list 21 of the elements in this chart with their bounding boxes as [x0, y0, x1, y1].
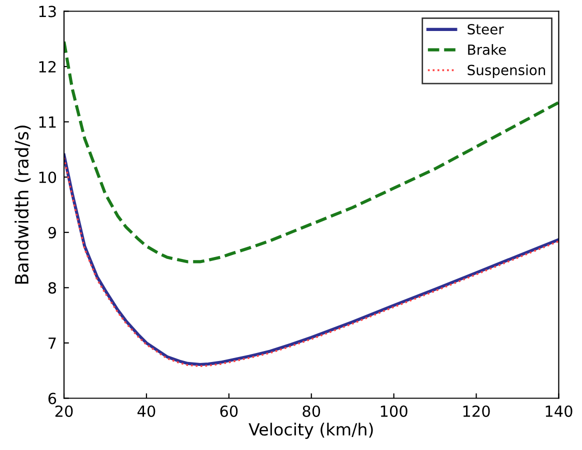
- x-tick-label: 80: [302, 405, 320, 418]
- x-tick-label: 100: [380, 405, 408, 418]
- y-tick-label: 7: [48, 338, 56, 349]
- y-axis-title: Bandwidth (rad/s): [14, 126, 31, 284]
- x-tick-label: 40: [137, 405, 156, 418]
- x-tick-label: 120: [463, 405, 490, 418]
- y-tick-label: 13: [39, 6, 56, 18]
- y-tick-label: 9: [48, 226, 56, 238]
- y-tick-label: 8: [48, 282, 56, 294]
- y-tick-label: 10: [39, 172, 56, 184]
- y-tick-label: 11: [39, 116, 56, 128]
- y-tick-label: 6: [48, 392, 56, 404]
- x-axis-title: Velocity (km/h): [248, 422, 373, 439]
- legend-label: Brake: [468, 44, 506, 55]
- y-tick-label: 12: [39, 61, 56, 72]
- x-tick-label: 20: [55, 405, 73, 418]
- line-series: [64, 40, 559, 264]
- x-tick-label: 60: [220, 405, 238, 418]
- legend-label: Suspension: [468, 64, 546, 78]
- x-tick-label: 140: [546, 405, 572, 418]
- legend-label: Steer: [468, 24, 504, 34]
